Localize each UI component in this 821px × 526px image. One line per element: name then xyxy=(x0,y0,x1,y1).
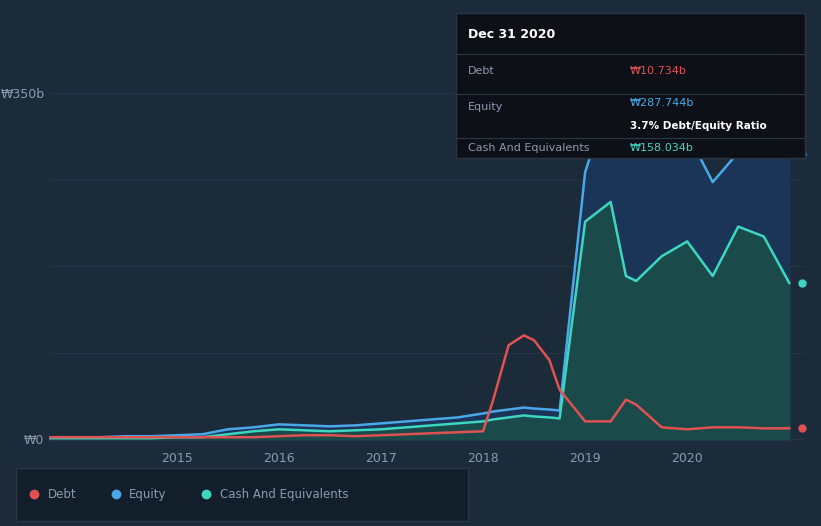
Text: ₩10.734b: ₩10.734b xyxy=(631,66,687,76)
Text: ₩287.744b: ₩287.744b xyxy=(631,98,695,108)
Text: Equity: Equity xyxy=(468,102,503,112)
Text: ₩158.034b: ₩158.034b xyxy=(631,143,694,153)
Text: Cash And Equivalents: Cash And Equivalents xyxy=(220,488,348,501)
Text: Debt: Debt xyxy=(468,66,494,76)
Text: 3.7% Debt/Equity Ratio: 3.7% Debt/Equity Ratio xyxy=(631,121,767,131)
Text: Cash And Equivalents: Cash And Equivalents xyxy=(468,143,589,153)
Text: Debt: Debt xyxy=(48,488,76,501)
Text: Equity: Equity xyxy=(130,488,167,501)
Text: Dec 31 2020: Dec 31 2020 xyxy=(468,27,555,41)
